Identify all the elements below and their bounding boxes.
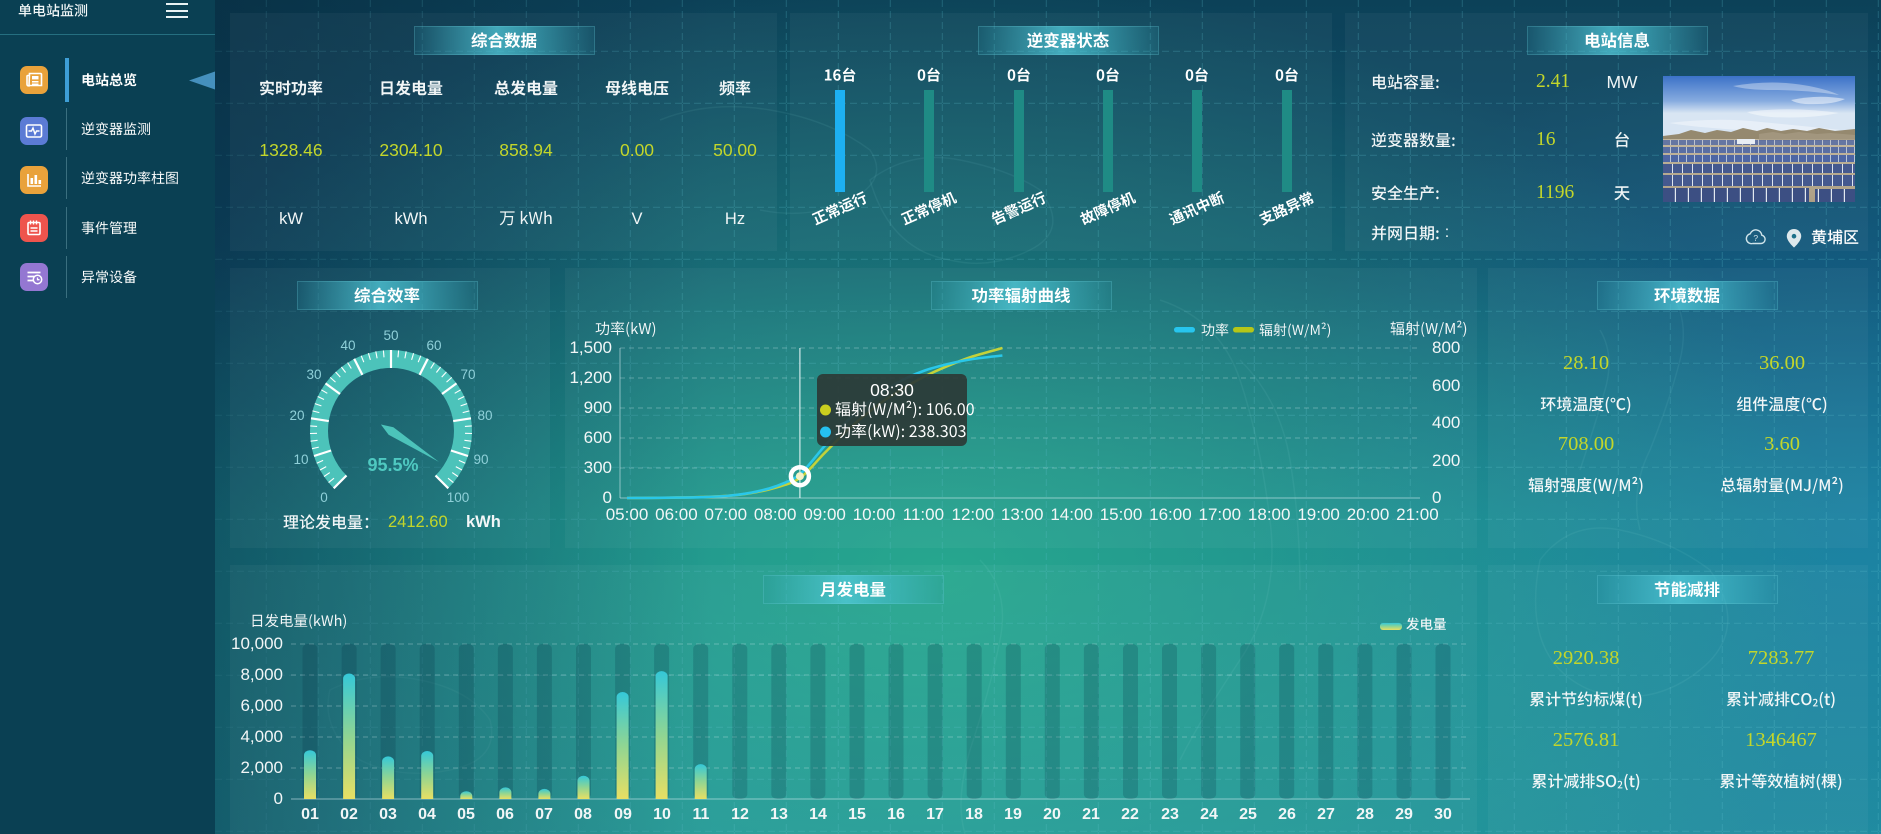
svg-text:?: ? — [1753, 233, 1758, 243]
